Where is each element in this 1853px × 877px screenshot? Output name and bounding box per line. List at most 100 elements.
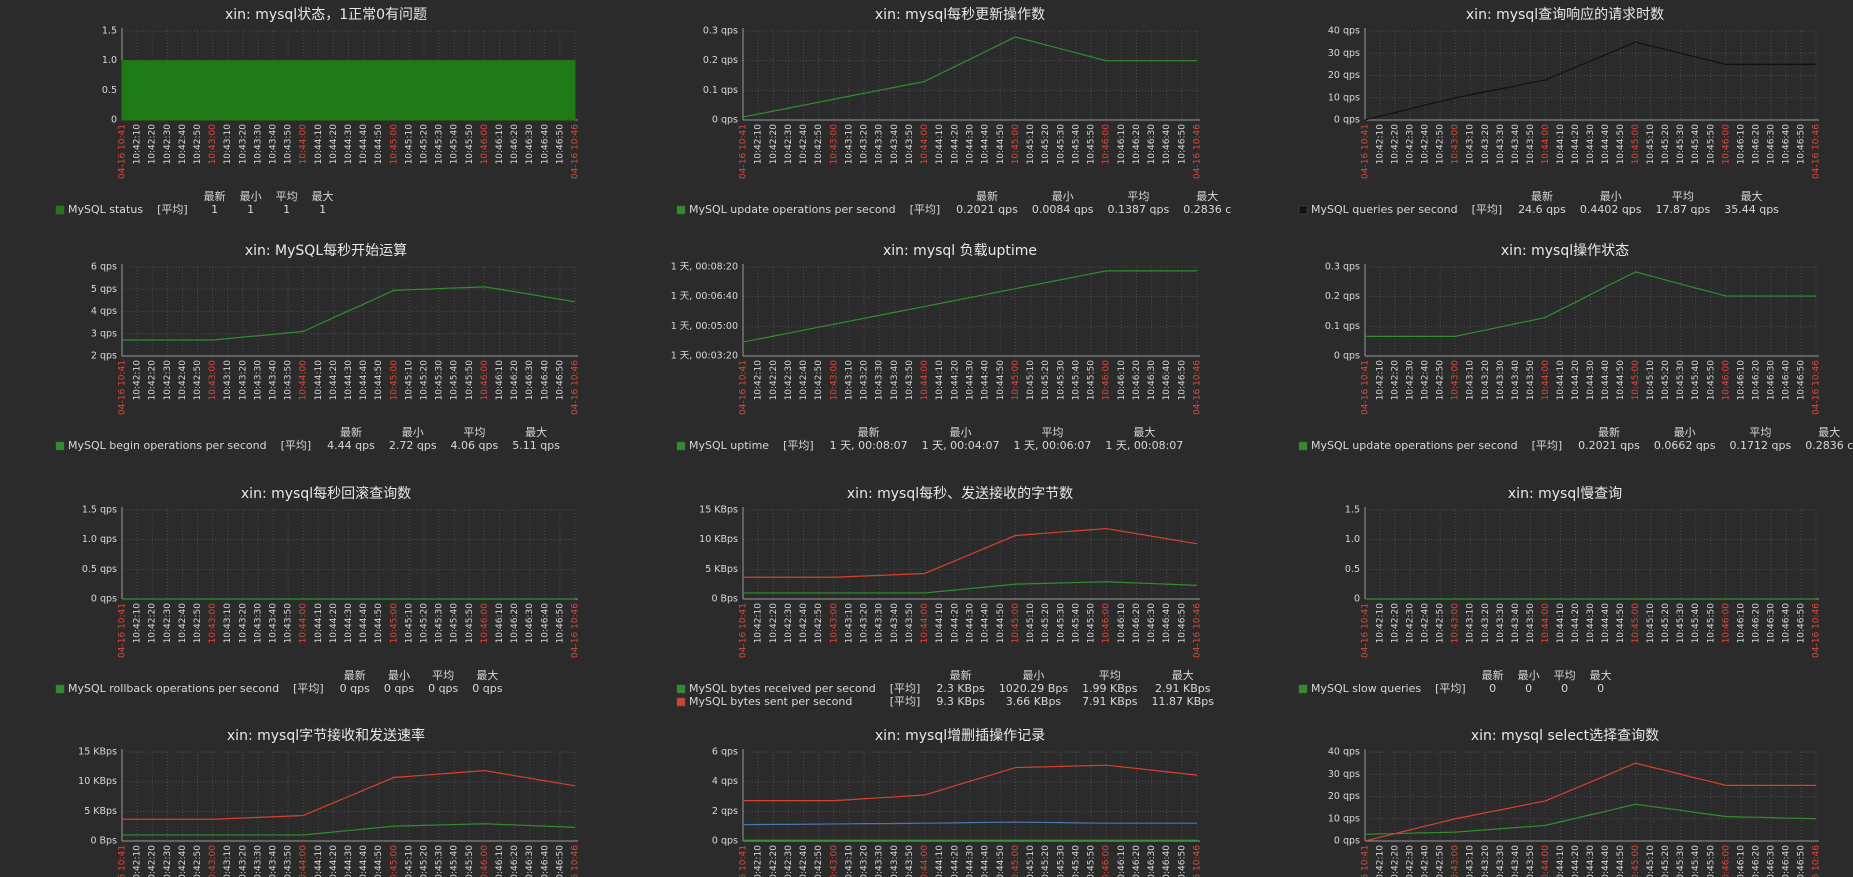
x-tick-label: 10:43:20 bbox=[1481, 124, 1491, 165]
legend-function: [平均] bbox=[890, 695, 921, 708]
legend-header: 最新 bbox=[976, 189, 998, 203]
legend-function: [平均] bbox=[1435, 682, 1466, 695]
y-tick-label: 1 天, 00:06:40 bbox=[671, 291, 738, 302]
x-tick-label: 10:44:20 bbox=[950, 603, 960, 644]
y-tick-label: 15 KBps bbox=[78, 747, 117, 758]
x-tick-label: 10:45:00 bbox=[1011, 360, 1021, 401]
x-tick-label: 10:44:00 bbox=[920, 360, 930, 401]
y-tick-label: 30 qps bbox=[1328, 48, 1360, 59]
chart-panel: xin: mysql每秒更新操作数 04-16 10:41 10:42:10 10:4… bbox=[676, 7, 1231, 216]
x-tick-label: 10:42:30 bbox=[163, 124, 173, 165]
x-tick-label: 10:44:50 bbox=[996, 124, 1006, 165]
x-tick-label: 04-16 10:41 bbox=[1361, 360, 1371, 415]
x-tick-label: 10:44:20 bbox=[1571, 124, 1581, 165]
x-tick-label: 10:43:00 bbox=[829, 124, 839, 165]
x-tick-label: 10:44:30 bbox=[1586, 603, 1596, 644]
x-tick-label: 10:43:50 bbox=[905, 124, 915, 165]
x-tick-label: 10:46:50 bbox=[555, 845, 565, 877]
x-tick-label: 10:44:20 bbox=[329, 845, 339, 877]
x-tick-label: 04-16 10:41 bbox=[118, 845, 128, 877]
y-tick-label: 40 qps bbox=[1328, 26, 1360, 37]
x-tick-label: 10:46:50 bbox=[555, 124, 565, 165]
x-tick-label: 10:45:50 bbox=[1706, 845, 1716, 877]
x-tick-label: 10:45:10 bbox=[404, 603, 414, 644]
x-tick-label: 10:45:30 bbox=[1056, 124, 1066, 165]
x-tick-label: 10:44:40 bbox=[359, 124, 369, 165]
x-tick-label: 10:42:40 bbox=[799, 360, 809, 401]
x-tick-label: 10:43:10 bbox=[844, 360, 854, 401]
x-tick-label: 10:43:50 bbox=[905, 845, 915, 877]
x-tick-label: 04-16 10:41 bbox=[118, 603, 128, 658]
x-tick-label: 10:46:10 bbox=[495, 845, 505, 877]
x-tick-label: 10:43:00 bbox=[1451, 124, 1461, 165]
legend-stat: 35.44 qps bbox=[1724, 203, 1779, 216]
x-tick-label: 10:45:40 bbox=[1071, 124, 1081, 165]
x-tick-label: 10:44:50 bbox=[374, 124, 384, 165]
x-tick-label: 10:42:30 bbox=[163, 845, 173, 877]
legend-stat: 3.66 KBps bbox=[1006, 695, 1062, 708]
legend-stat: 0 bbox=[1525, 682, 1532, 695]
y-tick-label: 0 bbox=[111, 115, 117, 126]
x-tick-label: 10:43:00 bbox=[829, 360, 839, 401]
x-tick-label: 10:43:50 bbox=[284, 603, 294, 644]
legend-header: 最大 bbox=[1818, 425, 1840, 439]
legend-header: 最大 bbox=[476, 668, 498, 682]
x-tick-label: 10:44:30 bbox=[966, 845, 976, 877]
legend-header: 平均 bbox=[1041, 426, 1063, 439]
x-tick-label: 10:42:20 bbox=[1391, 603, 1401, 644]
y-tick-label: 0 qps bbox=[91, 594, 117, 605]
x-tick-label: 10:44:50 bbox=[996, 360, 1006, 401]
x-tick-label: 10:42:20 bbox=[1391, 124, 1401, 165]
x-tick-label: 10:45:20 bbox=[1041, 603, 1051, 644]
x-tick-label: 10:43:10 bbox=[223, 845, 233, 877]
y-tick-label: 0 qps bbox=[712, 836, 738, 847]
legend-swatch bbox=[676, 697, 686, 707]
x-tick-label: 10:44:40 bbox=[1601, 124, 1611, 165]
x-tick-label: 10:42:20 bbox=[148, 360, 158, 401]
x-tick-label: 10:46:50 bbox=[1177, 124, 1187, 165]
x-tick-label: 10:43:50 bbox=[284, 845, 294, 877]
x-tick-label: 10:46:00 bbox=[1102, 603, 1112, 644]
x-tick-label: 10:43:30 bbox=[875, 360, 885, 401]
legend-stat: 1020.29 Bps bbox=[999, 682, 1069, 695]
legend-header: 最大 bbox=[1133, 425, 1155, 439]
x-tick-label: 10:44:10 bbox=[935, 603, 945, 644]
x-tick-label: 10:46:40 bbox=[1781, 603, 1791, 644]
x-tick-label: 10:46:40 bbox=[540, 360, 550, 401]
x-tick-label: 04-16 10:41 bbox=[739, 124, 749, 179]
x-tick-label: 10:44:10 bbox=[935, 845, 945, 877]
x-tick-label: 10:45:10 bbox=[1646, 360, 1656, 401]
x-tick-label: 10:45:50 bbox=[1087, 124, 1097, 165]
x-tick-label: 10:44:00 bbox=[920, 603, 930, 644]
legend-swatch bbox=[1298, 205, 1308, 215]
x-tick-label: 10:46:40 bbox=[540, 124, 550, 165]
y-tick-label: 15 KBps bbox=[699, 505, 738, 516]
x-tick-label: 10:44:50 bbox=[374, 845, 384, 877]
x-tick-label: 10:43:30 bbox=[1496, 360, 1506, 401]
chart-title: xin: mysql慢查询 bbox=[1508, 485, 1622, 502]
y-tick-label: 1.5 bbox=[1345, 505, 1360, 516]
chart-panel: xin: mysql 负载uptime 04-16 10:41 10:42:10 10… bbox=[671, 243, 1203, 452]
legend-name: MySQL queries per second bbox=[1311, 203, 1458, 216]
legend-stat: 0.4402 qps bbox=[1580, 203, 1642, 216]
x-tick-label: 10:45:10 bbox=[1026, 845, 1036, 877]
x-tick-label: 10:43:40 bbox=[269, 360, 279, 401]
x-tick-label: 10:44:40 bbox=[981, 124, 991, 165]
x-tick-label: 10:42:50 bbox=[193, 124, 203, 165]
x-tick-label: 10:44:50 bbox=[374, 360, 384, 401]
x-tick-label: 10:45:00 bbox=[1011, 845, 1021, 877]
x-tick-label: 10:46:10 bbox=[1117, 603, 1127, 644]
x-tick-label: 10:46:10 bbox=[1736, 603, 1746, 644]
x-tick-label: 10:46:40 bbox=[1781, 124, 1791, 165]
legend-function: [平均] bbox=[281, 439, 312, 452]
x-tick-label: 10:43:40 bbox=[269, 603, 279, 644]
y-tick-label: 1.5 bbox=[102, 26, 117, 37]
series-area bbox=[121, 60, 576, 121]
y-tick-label: 1.0 qps bbox=[82, 534, 117, 545]
x-tick-label: 10:44:40 bbox=[359, 603, 369, 644]
legend-stat: 0.0662 qps bbox=[1654, 439, 1716, 452]
x-tick-label: 10:44:30 bbox=[1586, 124, 1596, 165]
x-tick-label: 10:45:10 bbox=[404, 360, 414, 401]
x-tick-label: 10:42:40 bbox=[178, 603, 188, 644]
x-tick-label: 10:42:20 bbox=[148, 603, 158, 644]
